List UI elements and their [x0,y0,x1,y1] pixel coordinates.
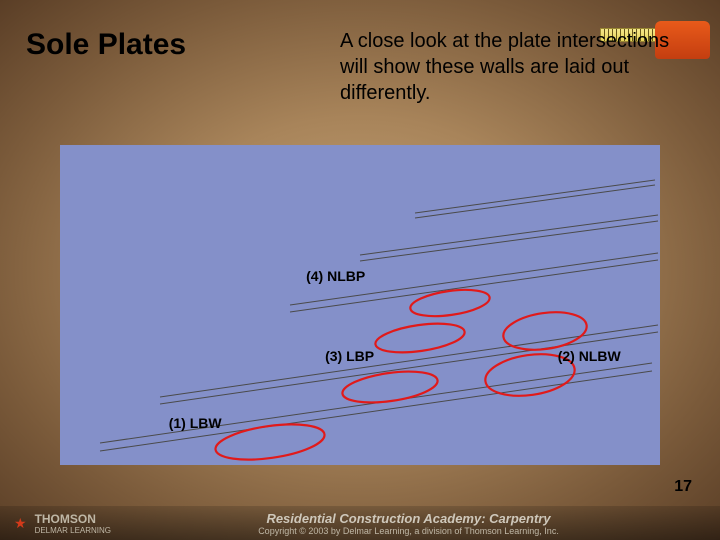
plate-line [415,185,655,218]
highlight-ellipse [341,366,440,407]
plate-line [100,371,652,451]
diagram-label: (1) LBW [169,415,222,431]
page-number: 17 [674,478,692,496]
diagram-label: (4) NLBP [306,268,365,284]
plate-line [360,221,658,261]
diagram-label: (2) NLBW [558,348,621,364]
plate-line [160,332,658,404]
footer-center: Residential Construction Academy: Carpen… [111,511,706,536]
highlight-ellipse [409,286,492,321]
diagram-figure: (4) NLBP (3) LBP (2) NLBW (1) LBW [60,145,660,465]
highlight-ellipse [213,419,326,465]
slide: Sole Plates A close look at the plate in… [0,0,720,540]
footer-center-line1: Residential Construction Academy: Carpen… [111,511,706,526]
highlight-ellipse [374,319,467,357]
slide-title: Sole Plates [26,28,186,62]
diagram-svg [60,145,660,465]
slide-footer: ★ THOMSON DELMAR LEARNING Residential Co… [0,506,720,540]
footer-center-line2: Copyright © 2003 by Delmar Learning, a d… [111,526,706,536]
slide-description: A close look at the plate intersections … [340,28,680,106]
plate-line [415,180,655,213]
footer-logo-line1: THOMSON [35,512,105,526]
star-icon: ★ [14,515,27,532]
plate-line [360,215,658,255]
diagram-label: (3) LBP [325,348,374,364]
footer-logo-line2: DELMAR LEARNING [35,526,111,535]
footer-logo: THOMSON DELMAR LEARNING [35,512,111,535]
